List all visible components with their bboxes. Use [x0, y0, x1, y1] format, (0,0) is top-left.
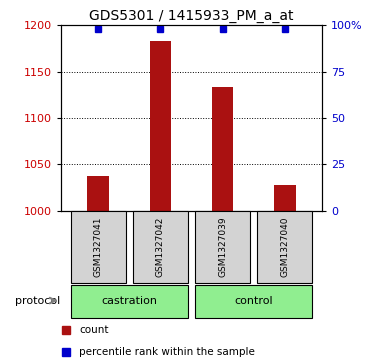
Text: GSM1327040: GSM1327040 — [280, 217, 289, 277]
Text: GSM1327041: GSM1327041 — [94, 217, 103, 277]
Text: count: count — [79, 325, 109, 335]
Bar — [195, 211, 250, 283]
Bar — [195, 285, 312, 318]
Text: castration: castration — [101, 295, 157, 306]
Bar — [212, 87, 233, 211]
Bar — [71, 211, 126, 283]
Text: protocol: protocol — [14, 295, 60, 306]
Text: control: control — [234, 295, 273, 306]
Bar — [257, 211, 312, 283]
Bar — [71, 285, 188, 318]
Text: percentile rank within the sample: percentile rank within the sample — [79, 347, 255, 357]
Text: GSM1327042: GSM1327042 — [156, 217, 165, 277]
Bar — [87, 176, 109, 211]
Bar — [133, 211, 188, 283]
Title: GDS5301 / 1415933_PM_a_at: GDS5301 / 1415933_PM_a_at — [89, 9, 294, 23]
Bar — [149, 41, 171, 211]
Bar — [274, 185, 296, 211]
Text: GSM1327039: GSM1327039 — [218, 216, 227, 277]
